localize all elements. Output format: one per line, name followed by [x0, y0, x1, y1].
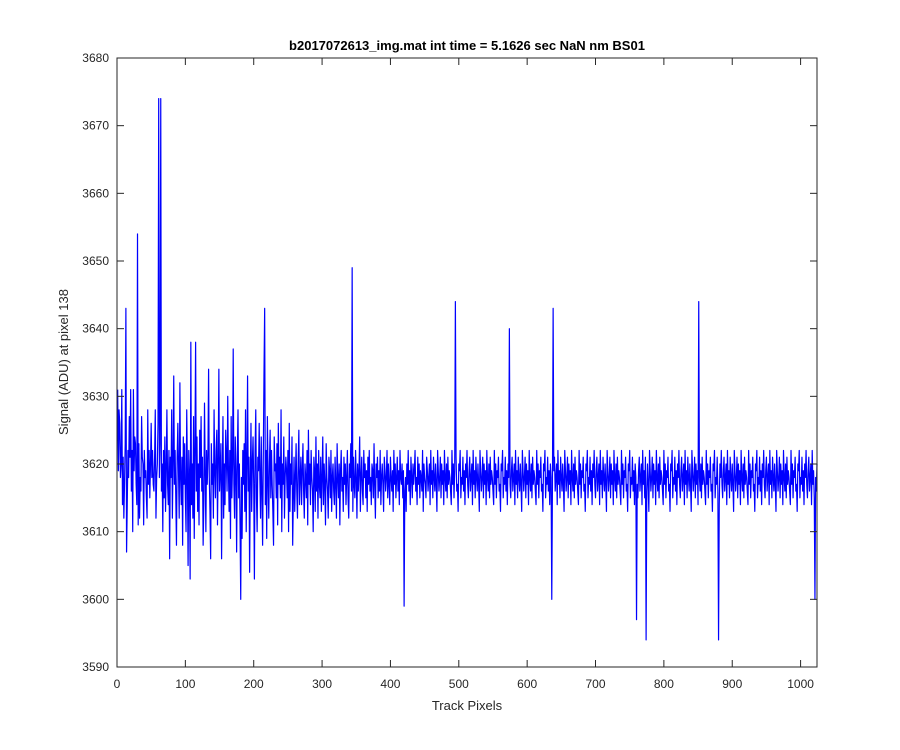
- chart-title: b2017072613_img.mat int time = 5.1626 se…: [289, 38, 645, 53]
- y-tick-label: 3640: [82, 322, 109, 336]
- plot-area-background: [117, 58, 817, 667]
- x-tick-label: 800: [654, 677, 674, 691]
- y-tick-label: 3590: [82, 660, 109, 674]
- x-tick-label: 500: [449, 677, 469, 691]
- x-tick-label: 400: [380, 677, 400, 691]
- y-axis-label: Signal (ADU) at pixel 138: [56, 289, 71, 435]
- series-line-0: [117, 98, 818, 641]
- series-layer: [117, 98, 818, 641]
- axes-box: [116, 57, 818, 668]
- x-tick-label: 300: [312, 677, 332, 691]
- y-tick-label: 3610: [82, 525, 109, 539]
- x-axis-label: Track Pixels: [432, 698, 503, 713]
- x-tick-label: 600: [517, 677, 537, 691]
- x-tick-label: 900: [722, 677, 742, 691]
- x-tick-label: 200: [244, 677, 264, 691]
- y-tick-label: 3650: [82, 254, 109, 268]
- y-tick-label: 3670: [82, 119, 109, 133]
- y-tick-label: 3600: [82, 592, 109, 606]
- y-tick-label: 3630: [82, 389, 109, 403]
- y-tick-label: 3680: [82, 51, 109, 65]
- y-tick-label: 3620: [82, 457, 109, 471]
- ticks-layer: 0 100 200 300 400 500 600 700 800 900 1000 3590 3600…: [82, 51, 817, 691]
- y-tick-label: 3660: [82, 186, 109, 200]
- x-tick-label: 700: [586, 677, 606, 691]
- x-tick-label: 1000: [787, 677, 814, 691]
- x-tick-label: 100: [175, 677, 195, 691]
- x-tick-label: 0: [114, 677, 121, 691]
